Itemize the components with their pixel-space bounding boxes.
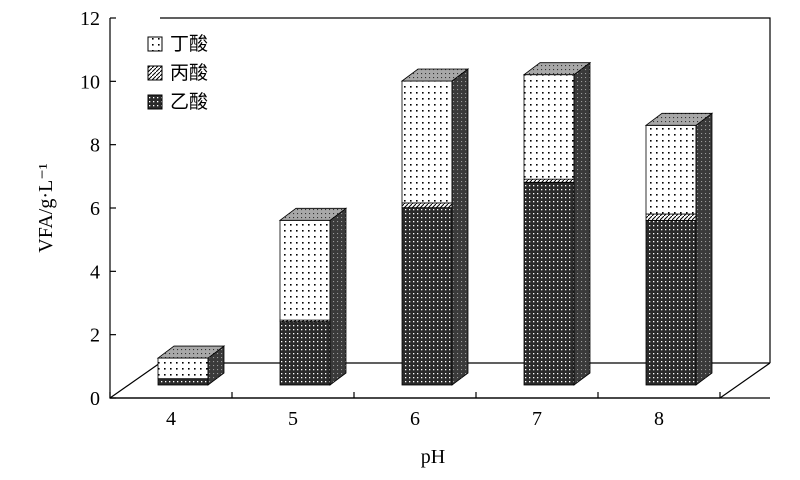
bar-top-face (644, 112, 714, 126)
legend-label-butyric: 丁酸 (170, 33, 208, 55)
y-tick-label: 0 (90, 388, 100, 410)
bar-segment (157, 357, 209, 380)
y-tick-label: 2 (90, 325, 100, 347)
floor-right-edge (719, 362, 771, 399)
bar-stack-ph-6 (400, 68, 470, 386)
bar-top-face (400, 68, 470, 82)
legend-label-acetic: 乙酸 (170, 91, 208, 113)
x-tick-label: 5 (288, 408, 298, 430)
bar-segment (279, 321, 331, 386)
x-axis: 4 5 6 7 8 (109, 392, 721, 430)
bar-segment (523, 74, 575, 180)
bar-stack-ph-8 (644, 112, 714, 386)
x-tick-label: 8 (654, 408, 664, 430)
bar-segment (401, 202, 453, 209)
bar-side-face (695, 112, 713, 386)
floor-left-edge (109, 362, 161, 399)
legend: 丁酸 丙酸 乙酸 (147, 33, 208, 113)
bar-segment (279, 219, 331, 321)
y-tick-label: 8 (90, 135, 100, 157)
bar-side-face (329, 207, 347, 386)
bar-segment (523, 181, 575, 386)
legend-swatch-acetic (147, 94, 163, 110)
bar-segment (645, 124, 697, 215)
bar-side-face (451, 68, 469, 386)
bar-side-face (573, 61, 591, 386)
y-axis-title: VFA/g·L⁻¹ (35, 163, 57, 253)
legend-swatch-butyric (147, 36, 163, 52)
bar-top-face (278, 207, 348, 221)
y-tick-label: 4 (90, 261, 100, 283)
bar-segment (645, 213, 697, 221)
bar-segment (645, 219, 697, 386)
x-axis-title: pH (421, 446, 445, 468)
right-wall (160, 17, 771, 363)
bar-segment (157, 378, 209, 386)
x-tick-label: 7 (532, 408, 542, 430)
legend-swatch-propionic (147, 65, 163, 81)
bar-stack-ph-7 (522, 61, 592, 386)
bar-top-face (522, 62, 592, 76)
legend-label-propionic: 丙酸 (170, 62, 208, 84)
bar-segment (523, 178, 575, 183)
x-tick-label: 6 (410, 408, 420, 430)
bar-stack-ph-5 (278, 207, 348, 386)
y-axis: 0 2 4 6 8 10 12 (80, 8, 116, 410)
y-tick-label: 12 (80, 8, 100, 30)
bars (156, 61, 714, 386)
y-tick-label: 10 (80, 71, 100, 93)
bar-segment (401, 207, 453, 386)
x-tick-label: 4 (166, 408, 176, 430)
bar-stack-ph-4 (156, 345, 226, 386)
bar-top-face (156, 345, 226, 359)
y-tick-label: 6 (90, 198, 100, 220)
bar-segment (401, 80, 453, 204)
